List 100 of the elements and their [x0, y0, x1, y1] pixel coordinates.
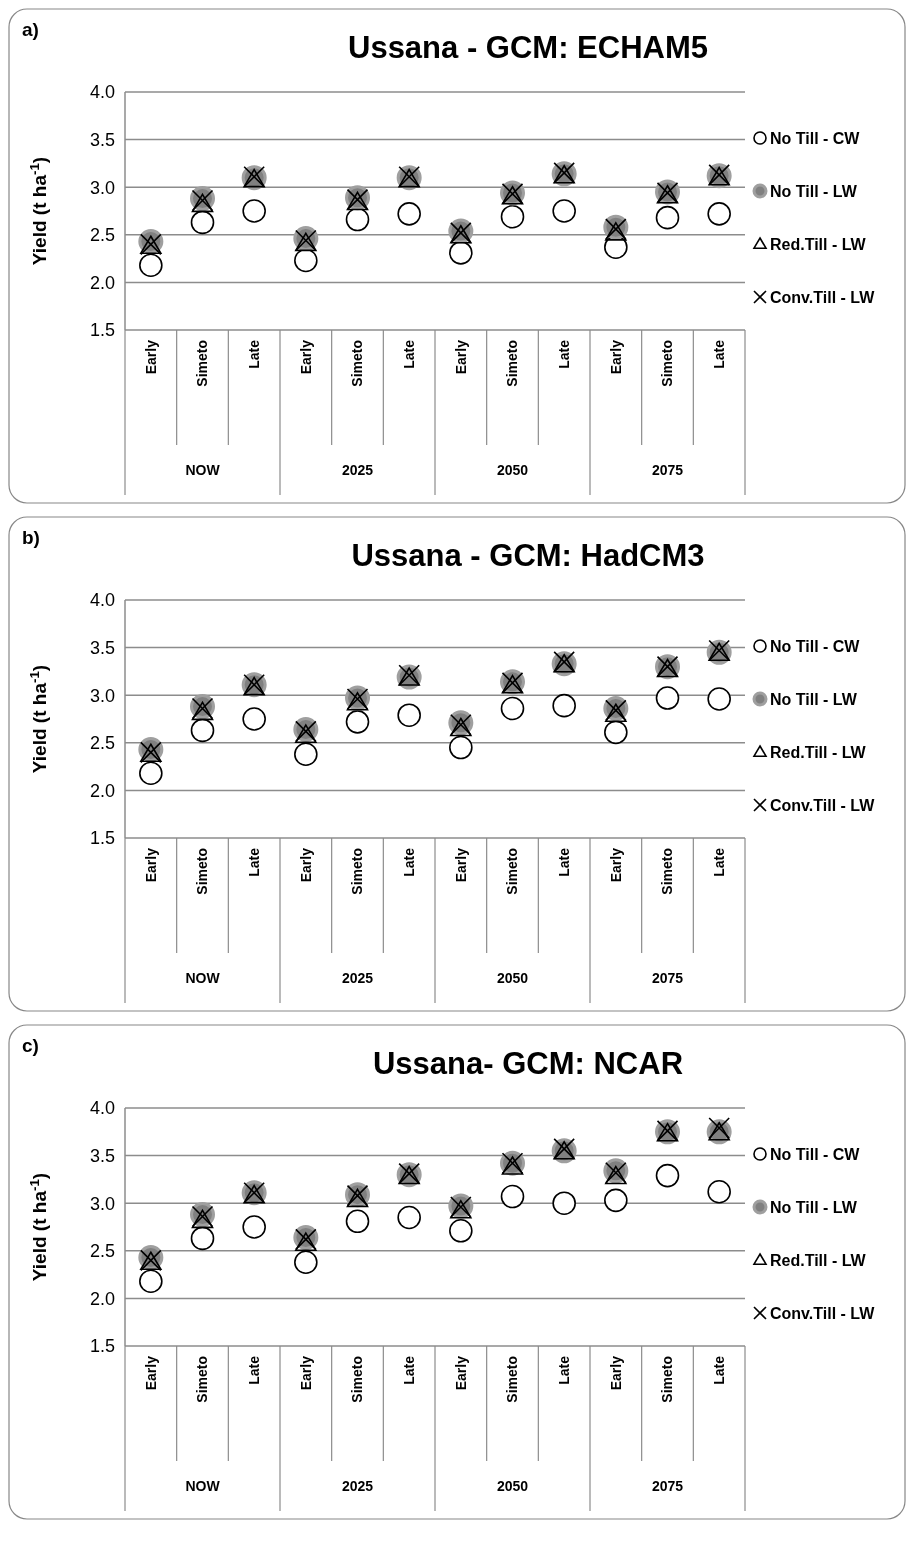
chart-title: Ussana- GCM: NCAR [372, 1046, 684, 1081]
text: NOW [185, 970, 221, 986]
point [655, 205, 680, 230]
x-tick-label: Simeto [504, 848, 521, 895]
point [655, 686, 680, 710]
text: c) [22, 1035, 39, 1056]
y-tick-label: 3.0 [89, 177, 115, 198]
text: b) [22, 527, 40, 548]
text: NOW [185, 462, 221, 478]
text: 2075 [651, 970, 684, 986]
text: 2025 [341, 970, 374, 986]
x-tick-label: Late [401, 847, 418, 877]
point [139, 1269, 163, 1294]
x-tick-label: Early [297, 339, 314, 375]
legend-label: Red.Till - LW [770, 235, 867, 253]
x-tick-label: Late [246, 1355, 263, 1385]
point [500, 204, 525, 229]
chart-title: Ussana - GCM: ECHAM5 [348, 30, 708, 65]
point [190, 718, 215, 743]
point [397, 703, 421, 727]
text: a) [22, 19, 39, 40]
x-tick-label: Late [711, 339, 728, 369]
y-tick-label: 2.0 [89, 272, 115, 293]
x-tick-label: Simeto [659, 340, 676, 387]
y-tick-label: 2.5 [89, 733, 115, 754]
point [449, 735, 473, 760]
x-tick-label: Late [711, 847, 728, 877]
x-tick-label: Simeto [659, 848, 676, 895]
x-tick-label: Early [142, 847, 159, 883]
y-tick-label: 3.0 [89, 685, 115, 706]
legend-label: No Till - LW [770, 1198, 858, 1216]
x-tick-label: Early [452, 339, 469, 375]
y-tick-label: 3.0 [89, 1193, 115, 1214]
y-tick-label: 1.5 [89, 1336, 115, 1357]
y-tick-label: 4.0 [89, 590, 115, 611]
legend-label: Conv.Till - LW [770, 1304, 876, 1322]
point [139, 761, 163, 786]
x-tick-label: Late [401, 339, 418, 369]
y-tick-label: 3.5 [89, 637, 115, 658]
text: 2075 [651, 1478, 684, 1494]
y-tick-label: 4.0 [89, 1098, 115, 1119]
legend-label: Conv.Till - LW [770, 796, 876, 814]
text: 2050 [496, 970, 529, 986]
point [294, 1250, 318, 1275]
chart-title: Ussana - GCM: HadCM3 [351, 538, 705, 573]
y-tick-label: 3.5 [89, 1145, 115, 1166]
legend-label: Conv.Till - LW [770, 288, 876, 306]
x-tick-label: Early [142, 1355, 159, 1391]
x-tick-label: Early [607, 847, 624, 883]
x-tick-label: Simeto [659, 1356, 676, 1403]
text: 2025 [341, 462, 374, 478]
legend-label: No Till - CW [770, 1145, 861, 1163]
x-tick-label: Simeto [194, 848, 211, 895]
point [604, 1188, 628, 1213]
point [552, 1191, 576, 1215]
x-tick-label: Early [607, 339, 624, 375]
y-tick-label: 2.0 [89, 1288, 115, 1309]
x-tick-label: Early [142, 339, 159, 375]
x-tick-label: Simeto [349, 340, 366, 387]
point [190, 210, 215, 235]
text: 2025 [341, 1478, 374, 1494]
x-tick-label: Early [452, 1355, 469, 1391]
y-tick-label: 3.5 [89, 129, 115, 150]
x-tick-label: Late [711, 1355, 728, 1385]
x-tick-label: Early [297, 847, 314, 883]
x-tick-label: Simeto [349, 1356, 366, 1403]
text: 2050 [496, 462, 529, 478]
legend-label: No Till - LW [770, 182, 858, 200]
y-tick-label: 2.0 [89, 780, 115, 801]
x-tick-label: Early [452, 847, 469, 883]
legend-label: Red.Till - LW [770, 743, 867, 761]
point [552, 199, 576, 223]
point [345, 1209, 370, 1234]
point [139, 253, 163, 278]
point [604, 720, 628, 745]
legend-label: No Till - LW [770, 690, 858, 708]
point [707, 1179, 731, 1204]
x-tick-label: Late [246, 847, 263, 877]
point [294, 248, 318, 273]
y-tick-label: 2.5 [89, 1241, 115, 1262]
text: 2075 [651, 462, 684, 478]
point [655, 1163, 680, 1188]
point [190, 1226, 215, 1251]
point [345, 710, 370, 734]
point [449, 241, 473, 265]
point [294, 742, 318, 767]
y-tick-label: 4.0 [89, 82, 115, 103]
x-tick-label: Late [246, 339, 263, 369]
legend-label: No Till - CW [770, 129, 861, 147]
legend-label: No Till - CW [770, 637, 861, 655]
y-tick-label: 1.5 [89, 828, 115, 849]
point [242, 199, 266, 223]
x-tick-label: Simeto [504, 1356, 521, 1403]
text: NOW [185, 1478, 221, 1494]
x-tick-label: Late [556, 847, 573, 877]
point [345, 207, 370, 232]
y-tick-label: 2.5 [89, 225, 115, 246]
point [500, 1184, 525, 1209]
x-tick-label: Simeto [194, 340, 211, 387]
point [500, 696, 525, 721]
